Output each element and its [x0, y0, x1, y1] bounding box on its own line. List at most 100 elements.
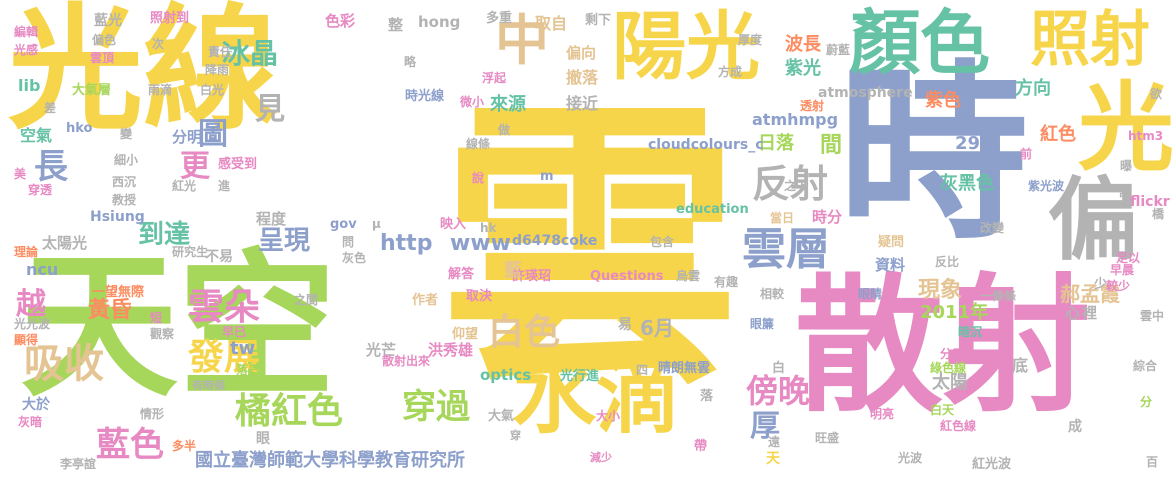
word: 大氣層: [72, 83, 112, 98]
word: 天: [766, 451, 780, 467]
word: 編輯: [14, 25, 39, 39]
word: 整: [388, 16, 404, 34]
word: 問: [342, 235, 355, 249]
word: 白: [772, 361, 786, 376]
word: 解答: [448, 267, 475, 282]
word: 有時候: [192, 379, 225, 392]
word: 雲層: [742, 224, 830, 275]
word: http: [380, 231, 433, 256]
word: education: [676, 202, 749, 217]
word: 較少: [1106, 279, 1131, 293]
word: 綠色線: [930, 361, 967, 375]
word: 白色: [488, 312, 561, 353]
word: 2011年: [920, 302, 989, 323]
word: 早晨: [1110, 263, 1135, 277]
word: 大氣: [488, 409, 515, 424]
word: 微小: [460, 95, 485, 109]
word: tw: [230, 338, 256, 359]
word: 更: [180, 149, 210, 184]
word: 郝孟霞: [1060, 282, 1120, 306]
word: 映入: [440, 217, 467, 232]
word: Questions: [590, 269, 664, 284]
word: 易: [618, 317, 632, 333]
word: 天空: [20, 235, 336, 419]
word: 大小: [596, 409, 621, 423]
word: 色彩: [325, 12, 356, 30]
word: 雨滴: [148, 83, 173, 97]
word: 顯得: [14, 333, 39, 347]
word: 前: [1020, 147, 1033, 161]
word: 減少: [590, 451, 612, 464]
word: 差: [44, 101, 57, 115]
word: 洪秀雄: [428, 341, 474, 359]
word: 明亮: [870, 407, 895, 421]
word: 一望無際: [92, 285, 145, 300]
word: d6478coke: [512, 233, 598, 249]
word: 陽光: [612, 4, 760, 90]
word: 空氣: [20, 126, 53, 145]
word: 藍光: [94, 13, 122, 29]
word: hong: [418, 13, 461, 31]
word: 早已: [222, 325, 247, 339]
word: 觀察: [150, 327, 175, 341]
word: 到達: [138, 220, 191, 250]
word: 29日: [955, 133, 999, 154]
word: 反比: [935, 255, 960, 269]
word: 光行進: [560, 369, 600, 384]
word: 光感: [14, 43, 39, 57]
word: www: [450, 231, 511, 256]
word: 進: [218, 179, 231, 193]
word: 時分: [812, 208, 843, 226]
word: 冰晶: [222, 37, 279, 70]
word: 6月: [640, 316, 674, 340]
word: 降雨: [205, 63, 230, 77]
word: 相較: [760, 287, 785, 301]
word: 足以: [1116, 251, 1141, 265]
word: 底: [1012, 356, 1029, 375]
word: 偏: [1048, 168, 1138, 273]
word: 水滴: [512, 347, 681, 445]
word: 紅色線: [940, 419, 977, 433]
word: 厚: [750, 409, 780, 444]
word: hko: [66, 121, 93, 136]
word: 穿透: [28, 183, 53, 197]
word: 資料: [875, 256, 906, 274]
word: 改變: [980, 221, 1005, 235]
word: 少: [1094, 277, 1108, 292]
word: htm3: [1128, 129, 1164, 143]
word: 大於: [22, 397, 50, 413]
word: 成: [1068, 419, 1082, 435]
word: 傍晚: [746, 372, 811, 410]
word: 穿過: [402, 387, 470, 427]
word: 剩下: [585, 13, 612, 28]
word: 白天: [930, 403, 955, 417]
word: 照射到: [150, 11, 190, 26]
word: 眼睛: [858, 287, 883, 301]
word: 曝: [1120, 159, 1133, 173]
word: 浮起: [482, 71, 507, 85]
word: 落日: [236, 363, 261, 377]
word: 雲頂: [90, 51, 115, 65]
word: 西沉: [112, 175, 137, 189]
word: 感受到: [218, 157, 258, 172]
word: 多半: [172, 439, 197, 453]
word: 國立臺灣師範大學科學教育研究所: [195, 450, 465, 471]
word: hk: [480, 221, 497, 235]
word: 蔚藍: [826, 43, 851, 57]
word: gov: [330, 217, 357, 232]
word: ncu: [26, 260, 59, 279]
word: 分明: [172, 128, 203, 146]
word: 現象: [918, 278, 963, 303]
word: μ: [372, 217, 381, 231]
word: 灰色: [342, 251, 367, 265]
word: lib: [18, 76, 41, 95]
word: 暗沉: [958, 325, 983, 339]
word: 理論: [14, 245, 39, 259]
word: 包含: [650, 235, 675, 249]
word: 光芒: [366, 341, 397, 359]
word: 略: [404, 55, 417, 69]
word: 含: [1118, 185, 1131, 199]
word: 百: [1146, 455, 1159, 469]
word: 呈現: [258, 226, 311, 256]
